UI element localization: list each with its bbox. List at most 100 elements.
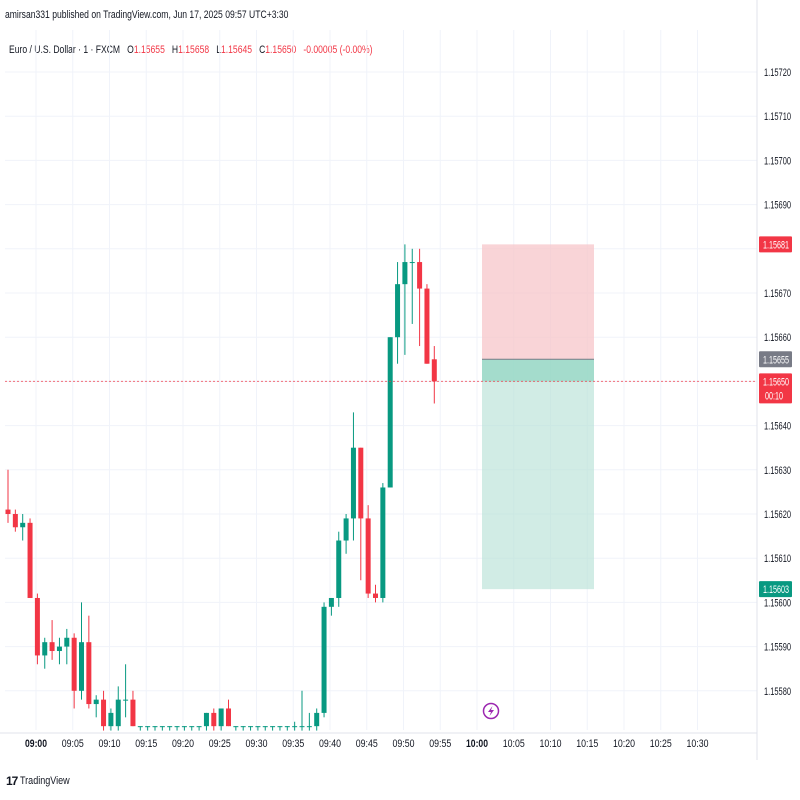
candle-body xyxy=(417,262,423,289)
candle-body xyxy=(189,726,195,728)
lightning-icon[interactable] xyxy=(482,702,500,720)
current-price-badge-bg xyxy=(759,373,792,404)
take-profit-zone xyxy=(482,359,594,590)
candle-body xyxy=(409,262,415,264)
price-badges: 1.15681 1.15655 1.15650 00:10 1.15603 xyxy=(759,236,792,598)
price-tick-label: 1.15670 xyxy=(764,288,791,300)
price-tick-label: 1.15580 xyxy=(764,686,791,698)
candle-body xyxy=(226,708,231,727)
time-tick-label: 10:30 xyxy=(687,738,709,750)
candle-body xyxy=(174,726,180,728)
low-value: 1.15645 xyxy=(220,44,253,56)
close-label: C xyxy=(259,44,266,56)
time-tick-label: 09:00 xyxy=(25,738,47,750)
candle-body xyxy=(248,726,254,728)
candle-body xyxy=(130,699,136,727)
candle-body xyxy=(233,726,239,728)
time-tick-label: 09:20 xyxy=(172,738,194,750)
candle-body xyxy=(284,726,290,728)
time-tick-label: 10:10 xyxy=(540,738,562,750)
published-header: amirsan331 published on TradingView.com,… xyxy=(5,9,289,21)
price-tick-label: 1.15630 xyxy=(764,465,791,477)
time-tick-label: 10:20 xyxy=(613,738,635,750)
candle-body xyxy=(101,699,107,727)
time-tick-label: 10:05 xyxy=(503,738,525,750)
candle-body xyxy=(181,726,187,728)
price-tick-label: 1.15700 xyxy=(764,155,791,167)
time-tick-label: 09:55 xyxy=(429,738,451,750)
time-tick-label: 09:50 xyxy=(393,738,415,750)
candle-body xyxy=(336,540,342,598)
time-tick-label: 10:00 xyxy=(466,738,488,750)
candle-body xyxy=(255,726,261,728)
price-tick-label: 1.15660 xyxy=(764,332,791,344)
time-tick-label: 09:10 xyxy=(99,738,121,750)
entry-price-badge-bg xyxy=(759,351,792,368)
candle-body xyxy=(431,359,437,382)
target-price-badge: 1.15603 xyxy=(763,584,789,596)
candle-body xyxy=(211,712,217,727)
entry-price-badge: 1.15655 xyxy=(763,354,789,366)
candle-body xyxy=(159,726,165,728)
candle-body xyxy=(137,726,143,728)
price-tick-label: 1.15610 xyxy=(764,553,791,565)
candle-body xyxy=(240,726,246,728)
candle-body xyxy=(262,726,268,728)
candle-body xyxy=(299,726,305,728)
position-zones[interactable] xyxy=(482,244,594,590)
price-tick-label: 1.15720 xyxy=(764,67,791,79)
price-tick-label: 1.15690 xyxy=(764,200,791,212)
candle-body xyxy=(64,637,70,647)
candle-body xyxy=(145,726,151,728)
candle-body xyxy=(196,726,202,728)
candle-body xyxy=(5,509,11,514)
candle-body xyxy=(365,518,371,594)
candle-body xyxy=(152,726,158,728)
time-tick-label: 09:30 xyxy=(246,738,268,750)
ohlc-legend: Euro / U.S. Dollar · 1 · FXCM O1.15655 H… xyxy=(9,44,373,56)
high-label: H xyxy=(171,44,179,56)
tradingview-footer[interactable]: 17 TradingView xyxy=(6,774,81,788)
stop-price-badge: 1.15681 xyxy=(763,239,789,251)
stop-price-badge-bg xyxy=(759,236,792,253)
time-tick-label: 09:35 xyxy=(282,738,304,750)
low-label: L xyxy=(216,44,221,56)
candle-body xyxy=(350,447,356,519)
tradingview-logo-icon: 17 xyxy=(6,774,18,788)
candle-body xyxy=(387,337,393,488)
open-label: O xyxy=(127,44,134,56)
candle-body xyxy=(49,642,55,652)
candle-body xyxy=(203,712,209,727)
candle-body xyxy=(79,642,84,691)
time-tick-label: 09:15 xyxy=(135,738,157,750)
candle-body xyxy=(277,726,283,728)
candle-body xyxy=(328,597,334,607)
candle-body xyxy=(321,606,327,713)
time-axis[interactable]: 09:00 09:05 09:10 09:15 09:20 09:25 09:30 09:35… xyxy=(0,732,757,750)
candle-body xyxy=(27,522,33,598)
time-tick-label: 09:40 xyxy=(319,738,341,750)
target-price-badge-bg xyxy=(759,581,792,598)
price-tick-label: 1.15640 xyxy=(764,421,791,433)
candle-body xyxy=(373,593,378,598)
candle-body xyxy=(314,712,320,727)
candle-body xyxy=(56,646,62,652)
candle-body xyxy=(108,712,114,727)
candles-layer xyxy=(5,244,437,731)
price-tick-label: 1.15710 xyxy=(764,111,791,123)
candle-body xyxy=(86,642,92,705)
candle-body xyxy=(358,447,364,519)
stop-loss-zone xyxy=(482,244,594,360)
candle-body xyxy=(306,726,312,728)
price-axis[interactable]: 1.15720 1.15710 1.15700 1.15690 1.15670 1.156… xyxy=(756,0,791,760)
candle-body xyxy=(12,514,18,528)
grid-lines xyxy=(5,30,757,730)
time-tick-label: 09:45 xyxy=(356,738,378,750)
candle-body xyxy=(167,726,173,728)
candle-body xyxy=(270,726,276,728)
candle-body xyxy=(42,642,48,656)
candle-body xyxy=(380,487,386,598)
time-tick-label: 10:25 xyxy=(650,738,672,750)
candle-body xyxy=(123,699,129,701)
